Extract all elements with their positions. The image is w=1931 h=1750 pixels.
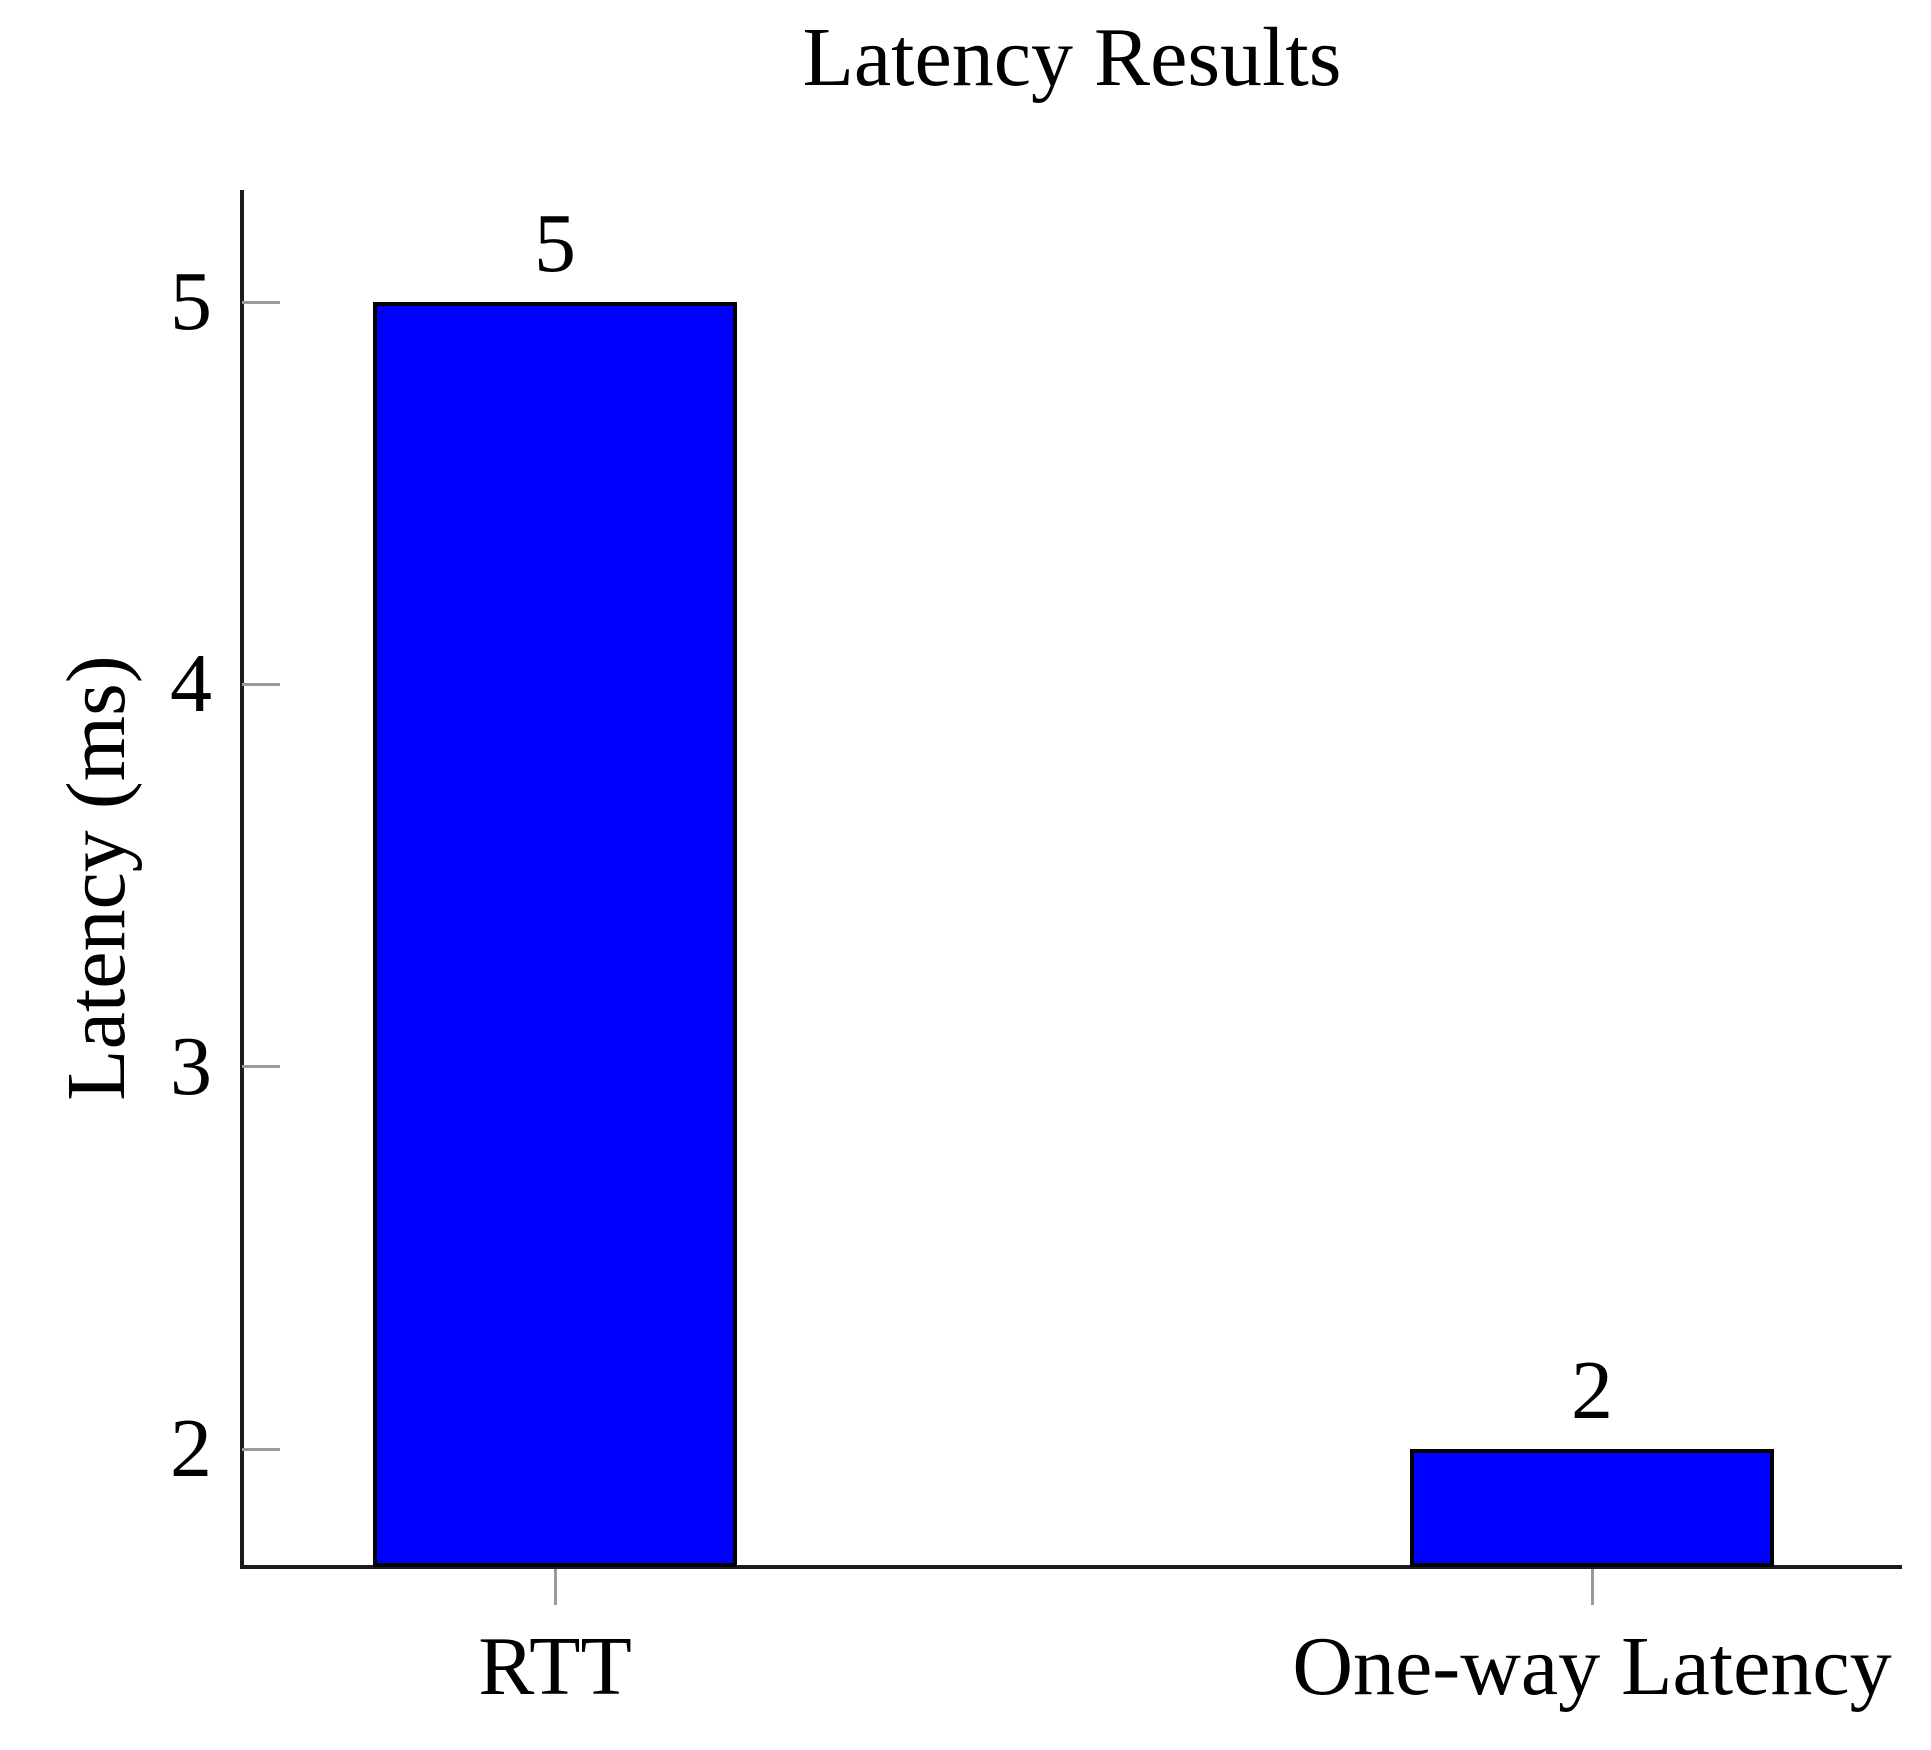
y-tick-mark-3 — [242, 1065, 280, 1069]
y-tick-mark-5 — [242, 300, 280, 304]
y-axis-line — [240, 190, 244, 1569]
y-tick-mark-4 — [242, 682, 280, 686]
bar-rtt — [373, 302, 737, 1567]
x-axis-line — [240, 1565, 1902, 1569]
value-label-one-way-latency: 2 — [1571, 1344, 1613, 1437]
y-tick-mark-2 — [242, 1447, 280, 1451]
x-tick-mark-one-way-latency — [1590, 1569, 1594, 1605]
y-tick-label-4: 4 — [170, 637, 212, 731]
y-tick-label-3: 3 — [170, 1019, 212, 1113]
bar-one-way-latency — [1410, 1449, 1774, 1567]
value-label-rtt: 5 — [534, 197, 576, 291]
category-label-one-way-latency: One-way Latency — [1292, 1620, 1892, 1713]
y-tick-label-5: 5 — [170, 255, 212, 349]
x-tick-mark-rtt — [553, 1569, 557, 1605]
y-tick-label-2: 2 — [170, 1402, 212, 1495]
chart-title: Latency Results — [802, 11, 1342, 104]
category-label-rtt: RTT — [478, 1620, 632, 1713]
